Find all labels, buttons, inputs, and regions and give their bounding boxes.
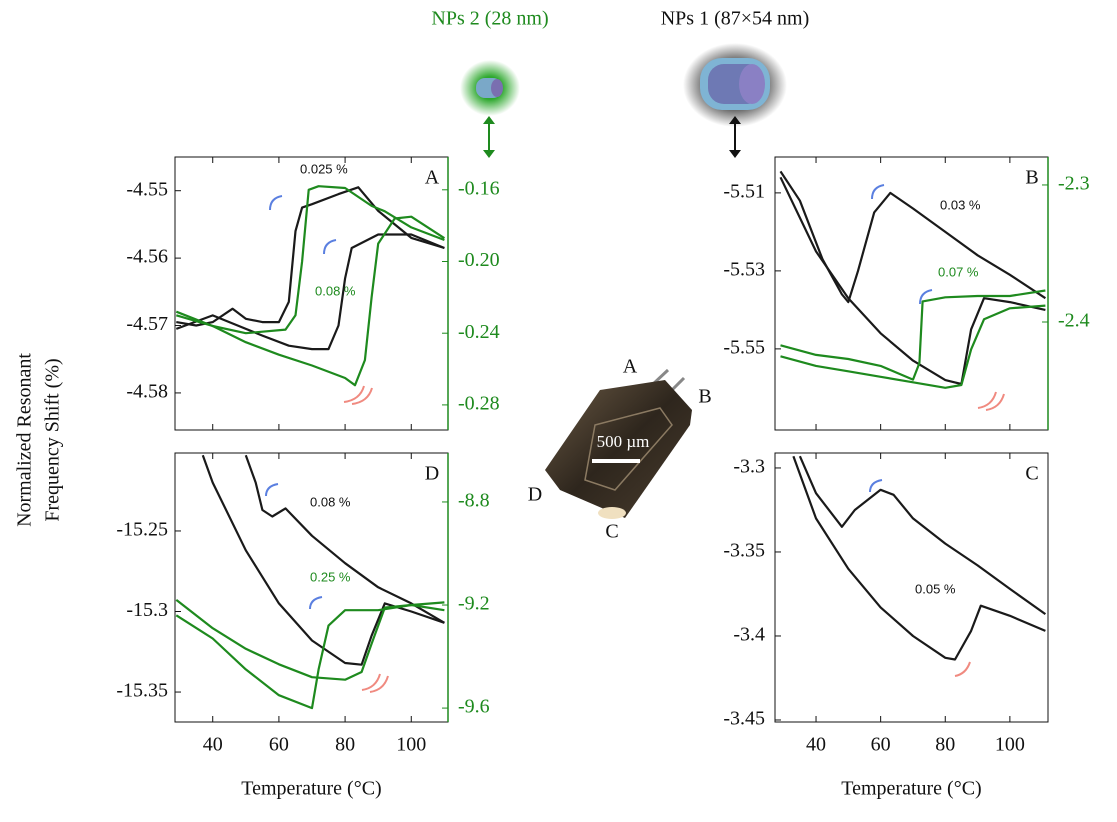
x-tick-label: 60 <box>269 734 289 756</box>
y-tick-label: -15.35 <box>116 680 168 702</box>
y-tick-label: -5.55 <box>723 336 765 358</box>
plot-frame <box>174 156 449 431</box>
x-tick-label: 80 <box>335 734 355 756</box>
ylabel-line: Frequency Shift (%) <box>42 358 64 521</box>
data-line <box>175 599 445 681</box>
x-tick-label: 60 <box>871 734 891 756</box>
y-tick-label: -3.35 <box>723 540 765 562</box>
y-tick-label: -15.3 <box>126 599 168 621</box>
y2-tick-label: -9.2 <box>458 593 490 615</box>
y-tick-label: -4.55 <box>126 178 168 200</box>
annotation: 0.08 % <box>315 283 356 298</box>
ylabel-line: Normalized Resonant <box>14 353 36 527</box>
panel-label: B <box>1025 167 1038 189</box>
heating-arrows <box>343 385 1005 693</box>
chip-label: A <box>623 356 638 378</box>
y2-tick-label: -9.6 <box>458 696 490 718</box>
y-tick-label: -3.4 <box>733 624 765 646</box>
data-line <box>175 215 445 387</box>
data-line <box>779 176 1046 386</box>
x-tick-label: 100 <box>396 734 426 756</box>
chip-label: D <box>528 484 542 506</box>
x-tick-label: 40 <box>806 734 826 756</box>
y2-tick-label: -0.24 <box>458 321 500 343</box>
data-line <box>780 304 1046 389</box>
y-tick-label: -3.45 <box>723 708 765 730</box>
panel-label: A <box>425 167 440 189</box>
y-tick-label: -4.57 <box>126 313 168 335</box>
arrow-black <box>729 116 741 158</box>
data-line <box>779 170 1047 304</box>
data-line <box>175 185 445 335</box>
data-line <box>201 454 445 666</box>
y-tick-label: -3.3 <box>733 456 765 478</box>
np2-icon <box>460 60 520 116</box>
cooling-arrows <box>265 184 933 610</box>
header-nps2: NPs 2 (28 nm) <box>431 8 548 30</box>
data-line <box>175 233 445 351</box>
annotation: 0.025 % <box>300 161 348 176</box>
scale-bar-label: 500 µm <box>597 432 650 451</box>
data-line <box>175 601 445 710</box>
x-tick-label: 80 <box>935 734 955 756</box>
x-tick-label: 40 <box>203 734 223 756</box>
annotation: 0.07 % <box>938 264 979 279</box>
annotation: 0.08 % <box>310 494 351 509</box>
annotation: 0.03 % <box>940 197 981 212</box>
data-line <box>798 455 1047 615</box>
x-tick-label: 100 <box>995 734 1025 756</box>
chip-label: C <box>605 521 618 543</box>
plot-frame <box>774 156 1049 431</box>
annotation: 0.25 % <box>310 569 351 584</box>
y2-tick-label: -0.28 <box>458 392 500 414</box>
plot-frame <box>774 452 1049 723</box>
np1-icon <box>683 43 787 127</box>
annotation: 0.05 % <box>915 581 956 596</box>
x-axis-label: Temperature (°C) <box>841 778 981 800</box>
y2-tick-label: -2.3 <box>1058 173 1090 195</box>
header-nps1: NPs 1 (87×54 nm) <box>661 8 810 30</box>
y-axis-label: Normalized Resonant Frequency Shift (%) <box>14 353 64 527</box>
y2-tick-label: -2.4 <box>1058 310 1090 332</box>
y-tick-label: -5.51 <box>723 180 765 202</box>
data-line <box>244 454 445 624</box>
data-line <box>792 455 1046 661</box>
plot-frame <box>174 452 449 723</box>
data-line <box>176 186 445 327</box>
y-tick-label: -5.53 <box>723 258 765 280</box>
y2-tick-label: -0.20 <box>458 249 500 271</box>
y-tick-label: -4.56 <box>126 246 168 268</box>
data-line <box>780 289 1046 381</box>
x-axis-label: Temperature (°C) <box>241 778 381 800</box>
y-tick-label: -4.58 <box>126 381 168 403</box>
panel-label: C <box>1025 463 1038 485</box>
y2-tick-label: -0.16 <box>458 177 500 199</box>
panel-label: D <box>425 463 439 485</box>
chip-photo <box>545 368 692 519</box>
chip-label: B <box>698 386 711 408</box>
y2-tick-label: -8.8 <box>458 490 490 512</box>
arrow-green <box>483 116 495 158</box>
y-tick-label: -15.25 <box>116 519 168 541</box>
